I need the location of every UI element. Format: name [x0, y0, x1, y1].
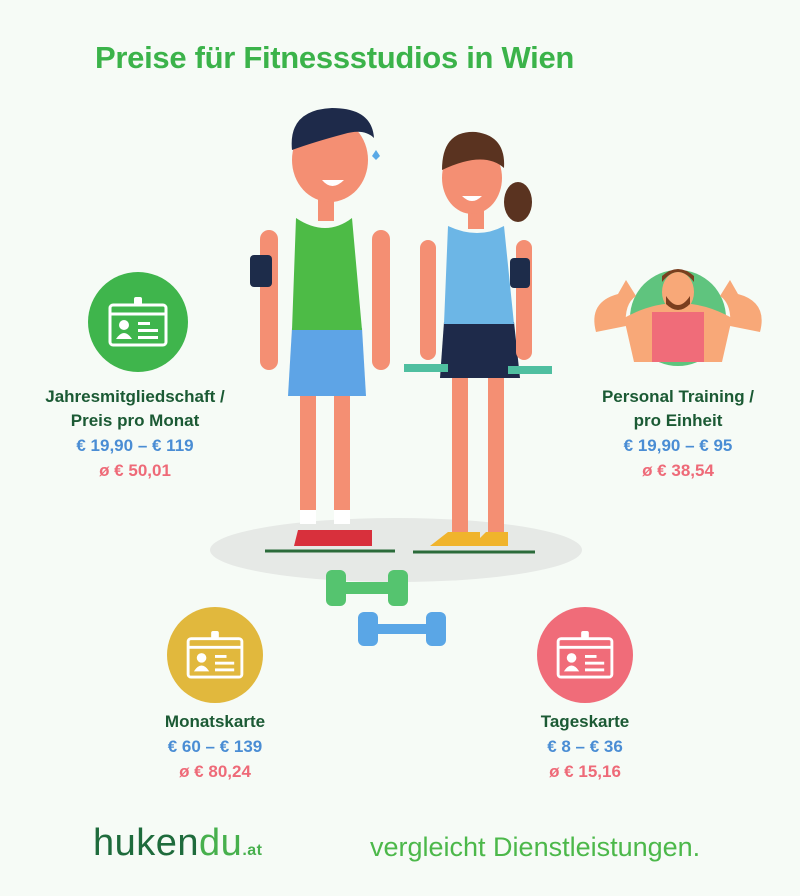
monthly-card-info: Monatskarte € 60 – € 139 ø € 80,24	[85, 710, 345, 784]
price-range: € 19,90 – € 95	[623, 436, 733, 455]
id-card-icon	[186, 631, 244, 679]
average-price: ø € 50,01	[99, 461, 171, 480]
personal-training-icon-circle	[594, 269, 762, 366]
price-range: € 19,90 – € 119	[76, 436, 194, 455]
dumbbell-blue	[358, 612, 446, 646]
annual-membership-icon-circle	[88, 272, 188, 372]
card-name: Jahresmitgliedschaft /	[45, 387, 225, 406]
logo-accent: du	[199, 822, 243, 864]
day-card-info: Tageskarte € 8 – € 36 ø € 15,16	[455, 710, 715, 784]
card-name: Monatskarte	[164, 712, 266, 731]
man-figure	[250, 108, 390, 546]
tagline: vergleicht Dienstleistungen.	[370, 832, 701, 862]
logo-tld: .at	[242, 842, 263, 859]
hukendu-logo: hukendu.at	[93, 822, 263, 865]
card-name-line2: pro Einheit	[633, 411, 723, 430]
id-card-icon	[108, 297, 168, 347]
card-name-line2: Preis pro Monat	[70, 411, 200, 430]
logo-main: huken	[93, 822, 200, 864]
dumbbell-green	[326, 570, 408, 606]
price-range: € 60 – € 139	[167, 737, 263, 756]
page-title: Preise für Fitnessstudios in Wien	[95, 40, 575, 75]
trainer-icon	[594, 269, 762, 362]
day-card-icon-circle	[537, 607, 633, 703]
average-price: ø € 80,24	[179, 762, 251, 781]
monthly-card-icon-circle	[167, 607, 263, 703]
card-name: Tageskarte	[540, 712, 630, 731]
personal-training-info: Personal Training / pro Einheit € 19,90 …	[548, 385, 800, 483]
average-price: ø € 15,16	[549, 762, 621, 781]
card-name: Personal Training /	[601, 387, 755, 406]
id-card-icon	[556, 631, 614, 679]
woman-figure	[404, 131, 552, 546]
price-range: € 8 – € 36	[547, 737, 623, 756]
annual-membership-info: Jahresmitgliedschaft / Preis pro Monat €…	[5, 385, 265, 483]
average-price: ø € 38,54	[642, 461, 714, 480]
